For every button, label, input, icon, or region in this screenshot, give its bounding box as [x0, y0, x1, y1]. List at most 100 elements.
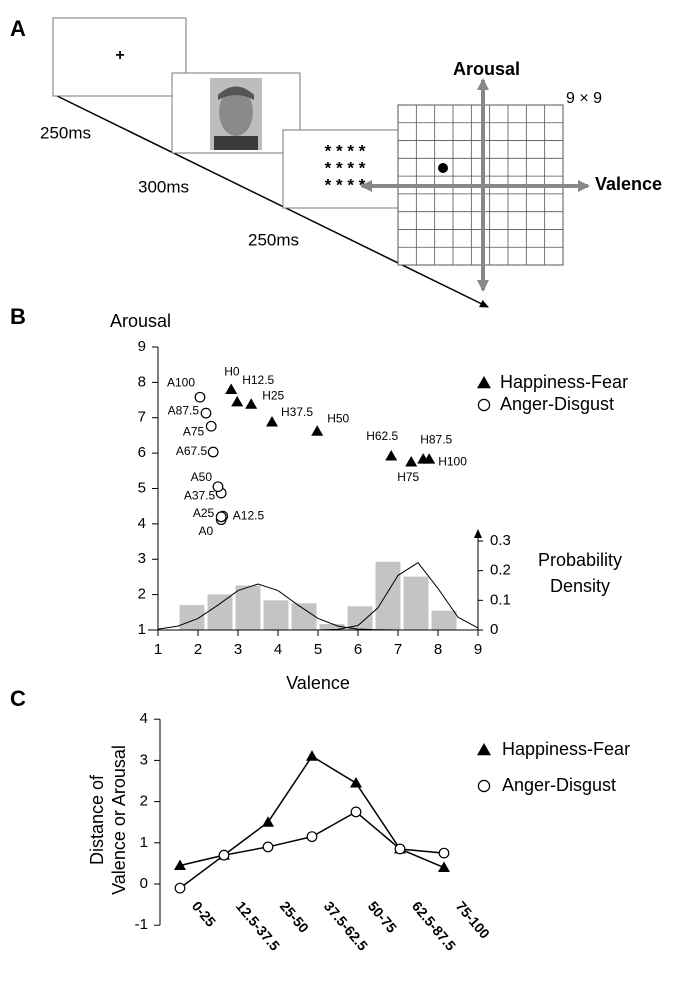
- histogram-bar: [263, 600, 289, 630]
- duration: 250ms: [40, 123, 91, 142]
- histogram-bar: [207, 594, 233, 630]
- circle-marker: [438, 847, 450, 859]
- histogram-bar: [319, 624, 345, 630]
- point-label: H0: [224, 365, 240, 379]
- histogram-bar: [431, 610, 457, 630]
- histogram-bar: [235, 585, 261, 630]
- point-label: A75: [183, 424, 205, 438]
- x-tick-label: 9: [474, 641, 482, 658]
- point-label: H100: [438, 454, 467, 468]
- face-image: [210, 78, 262, 150]
- x-tick-label: 2: [194, 641, 202, 658]
- y-tick-label: 6: [138, 444, 146, 461]
- y-tick-label: 7: [138, 409, 146, 426]
- frame: [282, 129, 411, 209]
- x-tick-label: 62.5-87.5: [409, 898, 459, 954]
- circle-marker: [215, 511, 227, 523]
- circle-marker: [212, 481, 224, 493]
- x-tick-label: 50-75: [365, 898, 400, 936]
- y-tick-label: 1: [140, 834, 148, 851]
- y2-tick-label: 0.3: [490, 532, 511, 549]
- triangle-marker: [438, 861, 450, 873]
- circle-marker: [218, 849, 230, 861]
- legend-marker: [477, 743, 491, 756]
- axis-label: Valence: [595, 174, 662, 194]
- x-tick-label: 75-100: [453, 898, 493, 942]
- histogram-bar: [179, 605, 205, 630]
- histogram-bar: [403, 576, 429, 630]
- y-tick-label: 4: [140, 710, 148, 727]
- y-tick-label: 3: [138, 550, 146, 567]
- triangle-marker: [262, 816, 274, 827]
- timeline: [52, 93, 489, 308]
- axis-label: Arousal: [453, 59, 520, 79]
- x-axis-title: Valence: [286, 673, 350, 693]
- x-tick-label: 12.5-37.5: [233, 898, 283, 954]
- point-label: H62.5: [366, 429, 398, 443]
- panel-c: C Distance of Valence or Arousal -1 0 1 2 3 4 0-2…: [10, 686, 630, 954]
- triangle-marker: [174, 859, 186, 870]
- duration: 250ms: [248, 230, 299, 249]
- legend-label: Anger-Disgust: [502, 775, 616, 795]
- frame: [52, 17, 187, 97]
- circle-marker: [306, 831, 318, 843]
- x-tick-label: 1: [154, 641, 162, 658]
- triangle-marker: [405, 455, 418, 467]
- response-dot: [438, 163, 448, 173]
- point-label: H75: [397, 470, 419, 484]
- density-curve: [158, 561, 479, 631]
- histogram-bar: [291, 603, 317, 630]
- y-tick-label: 4: [138, 515, 146, 532]
- duration: 300ms: [138, 177, 189, 196]
- y-tick-label: 0: [140, 875, 148, 892]
- y-axis-title: Distance of: [87, 774, 107, 865]
- point-label: A50: [191, 470, 213, 484]
- point-label: A100: [167, 375, 195, 389]
- point-label: H50: [327, 411, 349, 425]
- y2-tick-label: 0.2: [490, 562, 511, 579]
- circle-marker: [200, 407, 212, 419]
- point-label: H37.5: [281, 405, 313, 419]
- histogram-bar: [375, 561, 401, 630]
- y-tick-label: 3: [140, 751, 148, 768]
- y-tick-label: 2: [138, 586, 146, 603]
- y2-axis-title: Probability: [538, 550, 622, 570]
- y-axis-title: Valence or Arousal: [109, 745, 129, 895]
- y-tick-label: 2: [140, 793, 148, 810]
- y2-tick-label: 0.1: [490, 591, 511, 608]
- y2-tick-label: 0: [490, 621, 498, 638]
- triangle-marker: [225, 383, 238, 394]
- triangle-marker: [266, 415, 278, 427]
- density-curve: [157, 583, 478, 631]
- triangle-marker: [423, 453, 436, 464]
- point-label: H87.5: [420, 432, 452, 446]
- mask-row: * * * *: [325, 175, 366, 194]
- grid-size: 9 × 9: [566, 90, 602, 107]
- x-tick-label: 0-25: [189, 898, 219, 930]
- circle-marker: [262, 841, 274, 853]
- circle-marker: [350, 806, 362, 818]
- point-label: A0: [199, 524, 214, 538]
- point-label: A12.5: [233, 508, 265, 522]
- x-tick-label: 5: [314, 641, 322, 658]
- point-label: H25: [262, 388, 284, 402]
- legend-label: Happiness-Fear: [502, 739, 630, 759]
- circle-marker: [207, 446, 219, 458]
- panel-label: A: [10, 16, 26, 41]
- triangle-marker: [311, 425, 324, 436]
- legend-marker: [477, 376, 491, 389]
- legend-label: Anger-Disgust: [500, 394, 614, 414]
- x-tick-label: 4: [274, 641, 282, 658]
- point-label: A37.5: [184, 488, 216, 502]
- legend-marker: [477, 779, 491, 793]
- point-label: A87.5: [168, 403, 200, 417]
- panel-a: A + * * * * * * * * * * * * 250ms 300ms …: [10, 16, 662, 308]
- y2-axis-title: Density: [550, 576, 610, 596]
- y-tick-label: 9: [138, 338, 146, 355]
- fixation: +: [115, 47, 124, 64]
- triangle-marker: [306, 750, 318, 761]
- circle-marker: [194, 391, 206, 403]
- x-tick-label: 8: [434, 641, 442, 658]
